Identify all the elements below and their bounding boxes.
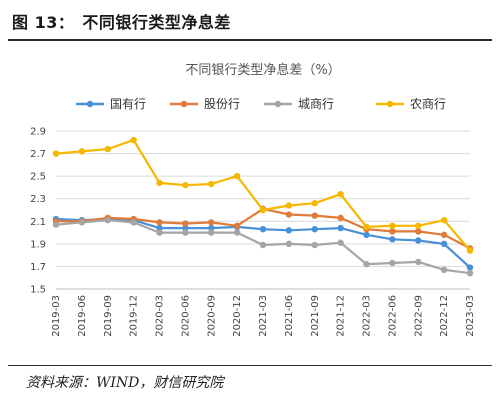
x-tick-label: 2020-09	[206, 295, 217, 337]
y-tick-label: 1.9	[30, 239, 46, 250]
data-point	[285, 202, 293, 209]
data-point	[415, 228, 422, 235]
data-point	[259, 241, 267, 249]
x-tick-label: 2023-03	[465, 295, 476, 337]
data-point	[285, 240, 293, 248]
legend-label: 农商行	[410, 96, 446, 111]
data-point	[389, 228, 396, 235]
data-point	[389, 259, 396, 267]
data-point	[156, 224, 163, 232]
data-point	[466, 264, 474, 271]
data-point	[182, 220, 189, 227]
data-point	[363, 260, 370, 268]
figure-source: 资料来源：WIND，财信研究院	[26, 375, 224, 391]
x-tick-label: 2021-09	[310, 295, 321, 337]
data-point	[182, 229, 189, 236]
line-chart: 不同银行类型净息差（%） 国有行 股份行 城商行 农商行 2.9 2.7 2.5 2.3 2.1 1…	[30, 62, 476, 337]
x-tick-label: 2019-12	[129, 295, 140, 337]
data-point	[337, 191, 344, 198]
data-point	[466, 247, 474, 254]
data-point	[285, 227, 293, 234]
data-point	[104, 216, 111, 224]
bottom-rule	[8, 365, 492, 366]
y-tick-label: 1.7	[30, 262, 46, 273]
x-tick-label: 2021-12	[336, 295, 347, 337]
data-point	[285, 211, 293, 218]
legend-label: 国有行	[110, 97, 146, 111]
y-tick-label: 2.9	[30, 127, 46, 138]
legend-marker	[274, 100, 282, 108]
data-point	[440, 216, 448, 224]
x-tick-label: 2019-03	[51, 295, 62, 337]
data-point	[233, 172, 241, 180]
data-point	[415, 237, 422, 244]
data-point	[156, 219, 163, 226]
legend-label: 城商行	[298, 96, 334, 111]
series-line	[55, 138, 471, 252]
data-point	[415, 258, 422, 266]
data-point	[182, 181, 189, 189]
y-tick-label: 2.7	[30, 149, 46, 160]
data-point	[130, 136, 137, 144]
data-point	[52, 221, 60, 228]
figure-heading: 不同银行类型净息差	[82, 13, 231, 32]
top-rule	[8, 39, 492, 41]
data-point	[233, 229, 241, 236]
data-point	[466, 270, 474, 277]
data-point	[311, 241, 318, 249]
data-point	[208, 229, 215, 236]
data-point	[363, 231, 370, 239]
data-point	[415, 222, 422, 229]
x-tick-label: 2021-06	[284, 295, 295, 337]
x-tick-label: 2020-12	[232, 295, 243, 337]
data-point	[52, 150, 60, 157]
figure-header: 图 13： 不同银行类型净息差	[0, 0, 500, 41]
x-tick-label: 2022-12	[439, 295, 450, 337]
data-point	[440, 231, 448, 239]
data-point	[182, 224, 189, 232]
data-point	[78, 148, 86, 155]
legend-label: 股份行	[204, 97, 240, 111]
x-tick-label: 2020-06	[180, 295, 191, 337]
y-tick-label: 2.3	[30, 194, 46, 205]
data-point	[259, 206, 267, 214]
data-point	[208, 180, 215, 188]
x-tick-label: 2020-03	[155, 295, 166, 337]
data-point	[208, 219, 215, 226]
x-tick-label: 2021-03	[258, 295, 269, 337]
x-tick-label: 2022-03	[362, 295, 373, 337]
chart-title: 不同银行类型净息差（%）	[185, 62, 340, 78]
data-point	[389, 222, 396, 229]
data-point	[311, 200, 318, 207]
figure-title: 图 13： 不同银行类型净息差	[12, 9, 231, 33]
data-point	[259, 225, 267, 233]
data-point	[233, 222, 241, 229]
data-point	[440, 266, 448, 274]
data-point	[440, 240, 448, 248]
data-point	[130, 219, 137, 226]
data-point	[156, 179, 163, 187]
y-tick-label: 1.5	[30, 285, 46, 296]
data-point	[363, 223, 370, 231]
x-tick-label: 2022-06	[387, 295, 398, 337]
y-tick-label: 2.5	[30, 172, 46, 183]
legend-marker	[386, 100, 394, 108]
legend-marker	[86, 100, 94, 108]
data-point	[337, 214, 344, 222]
data-point	[311, 225, 318, 233]
data-point	[208, 224, 215, 232]
data-point	[156, 229, 163, 236]
data-point	[389, 236, 396, 243]
x-tick-label: 2019-09	[103, 295, 114, 337]
legend-marker	[180, 100, 188, 108]
data-point	[337, 224, 344, 232]
x-tick-label: 2022-09	[413, 295, 424, 337]
data-point	[337, 239, 344, 246]
y-tick-label: 2.1	[30, 217, 46, 228]
data-point	[104, 145, 111, 153]
data-point	[311, 212, 318, 219]
data-point	[78, 219, 86, 226]
figure-label: 图 13：	[12, 13, 75, 32]
x-tick-label: 2019-06	[77, 295, 88, 337]
